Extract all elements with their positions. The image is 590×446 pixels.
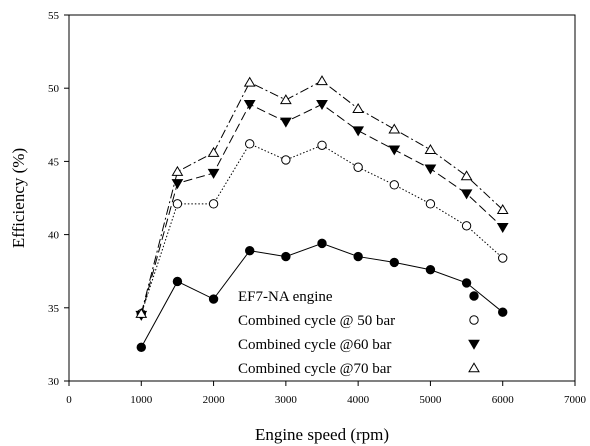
data-point	[135, 307, 148, 318]
data-point	[316, 75, 328, 86]
y-tick-label: 35	[48, 303, 60, 315]
data-point	[496, 203, 509, 214]
data-point	[460, 189, 473, 200]
data-point	[388, 145, 401, 156]
data-point	[208, 294, 219, 304]
series-3	[135, 100, 509, 321]
data-point	[279, 94, 292, 105]
legend-item: Combined cycle @70 bar	[238, 361, 480, 377]
series-layer	[135, 75, 509, 353]
x-axis-title: Engine speed (rpm)	[255, 425, 389, 444]
data-point	[245, 246, 255, 256]
data-point	[425, 199, 436, 209]
legend-item: Combined cycle @60 bar	[238, 337, 480, 353]
x-tick-label: 4000	[347, 394, 370, 406]
data-point	[498, 307, 508, 317]
data-point	[424, 143, 437, 154]
legend-item: Combined cycle @ 50 bar	[238, 313, 479, 329]
data-point	[498, 253, 508, 263]
data-point	[279, 117, 292, 128]
data-point	[461, 278, 472, 288]
y-axis-ticks: 30 35 40 45 50 55	[48, 10, 69, 388]
legend-marker	[469, 291, 479, 301]
data-point	[317, 140, 327, 150]
x-tick-label: 1000	[130, 394, 153, 406]
x-axis-ticks: 0 1000 2000 3000 4000 5000 6000 7000	[66, 381, 587, 406]
data-point	[389, 180, 399, 190]
series-line	[140, 103, 504, 316]
series-4	[135, 75, 509, 318]
y-tick-label: 30	[48, 376, 60, 388]
data-point	[245, 139, 255, 149]
x-tick-label: 6000	[492, 394, 515, 406]
data-point	[353, 162, 363, 172]
data-point	[460, 170, 473, 181]
data-point	[424, 164, 437, 175]
data-point	[352, 102, 365, 113]
legend-marker	[469, 315, 479, 325]
data-point	[496, 223, 509, 234]
y-axis-title: Efficiency (%)	[9, 148, 28, 248]
data-point	[136, 342, 146, 353]
data-point	[171, 179, 184, 190]
legend-marker	[468, 362, 480, 373]
y-tick-label: 45	[48, 156, 60, 168]
data-point	[207, 168, 220, 179]
legend-marker	[468, 339, 480, 350]
legend-label: Combined cycle @70 bar	[238, 361, 391, 377]
data-point	[316, 100, 328, 111]
data-point	[172, 199, 183, 209]
y-tick-label: 40	[48, 230, 60, 242]
data-point	[353, 251, 363, 262]
x-tick-label: 3000	[275, 394, 298, 406]
data-point	[208, 199, 219, 209]
data-point	[281, 251, 291, 262]
x-tick-label: 5000	[419, 394, 442, 406]
plot-area	[68, 14, 576, 382]
legend-label: Combined cycle @60 bar	[238, 337, 391, 353]
legend-item: EF7-NA engine	[238, 289, 479, 305]
data-point	[243, 100, 256, 111]
x-tick-label: 2000	[203, 394, 226, 406]
y-tick-label: 55	[48, 10, 60, 22]
data-point	[425, 265, 436, 275]
data-point	[388, 123, 401, 134]
data-point	[171, 165, 184, 176]
legend-label: EF7-NA engine	[238, 289, 333, 305]
series-1	[136, 238, 508, 353]
legend-label: Combined cycle @ 50 bar	[238, 313, 395, 329]
data-point	[281, 155, 291, 165]
data-point	[317, 238, 327, 249]
data-point	[352, 126, 365, 137]
series-line	[140, 143, 504, 314]
legend: EF7-NA engine Combined cycle @ 50 bar Comb…	[238, 289, 480, 377]
data-point	[172, 276, 183, 287]
data-point	[389, 257, 399, 268]
x-tick-label: 7000	[564, 394, 587, 406]
x-tick-label: 0	[66, 394, 72, 406]
data-point	[243, 76, 256, 87]
y-tick-label: 50	[48, 83, 60, 95]
data-point	[207, 146, 220, 157]
series-line	[140, 80, 504, 314]
data-point	[461, 221, 472, 231]
